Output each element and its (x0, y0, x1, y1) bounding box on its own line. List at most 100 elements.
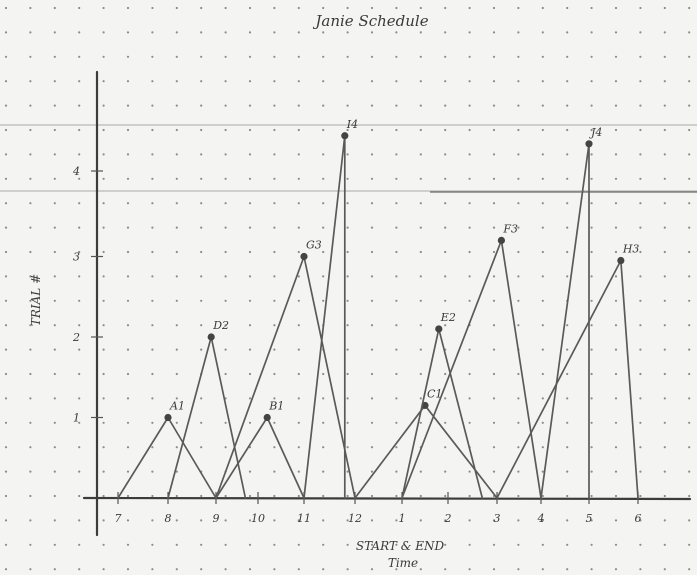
grid-dot (126, 543, 130, 546)
grid-dot (126, 128, 130, 132)
grid-dot (126, 104, 130, 107)
grid-dot (614, 80, 618, 83)
grid-dot (78, 80, 81, 83)
data-label-j4: J4 (589, 126, 602, 139)
grid-dot (248, 519, 252, 522)
grid-dot (126, 470, 130, 473)
grid-dot (78, 202, 81, 205)
grid-dot (248, 202, 252, 205)
grid-dot (29, 250, 32, 254)
grid-dot (273, 543, 276, 546)
grid-dot (297, 299, 300, 302)
grid-dot (4, 128, 8, 132)
grid-dot (370, 543, 374, 546)
grid-dot (273, 128, 276, 132)
grid-dot (566, 446, 569, 449)
series-f3: F3 (401, 222, 542, 499)
grid-dot (200, 55, 203, 58)
grid-dot (53, 397, 56, 400)
grid-dot (566, 6, 569, 10)
grid-dot (517, 372, 520, 376)
grid-dot (663, 397, 666, 400)
grid-dot (273, 519, 276, 522)
grid-dot (200, 153, 203, 156)
grid-dot (53, 519, 56, 522)
grid-dot (541, 177, 544, 180)
grid-dot (346, 519, 349, 522)
grid-dot (175, 568, 178, 571)
grid-dot (541, 202, 544, 205)
grid-dot (444, 543, 447, 546)
grid-dot (468, 421, 471, 424)
grid-dot (4, 299, 8, 302)
grid-dot (102, 202, 105, 205)
grid-dot (248, 6, 252, 10)
grid-dot (492, 543, 496, 546)
grid-dot (200, 299, 203, 302)
grid-dot (590, 421, 593, 424)
grid-dot (297, 128, 300, 132)
grid-dot (126, 31, 130, 34)
grid-dot (78, 348, 81, 351)
grid-dot (248, 250, 252, 254)
grid-dot (297, 104, 300, 107)
grid-dot (688, 153, 691, 156)
grid-dot (370, 446, 374, 449)
grid-dot (273, 275, 276, 278)
grid-dot (468, 31, 471, 34)
grid-dot (370, 55, 374, 58)
grid-dot (248, 372, 252, 376)
grid-dot (248, 31, 252, 34)
grid-dot (444, 6, 447, 10)
grid-dot (78, 324, 81, 327)
grid-dot (444, 519, 447, 522)
grid-dot (322, 543, 325, 546)
grid-dot (78, 6, 81, 10)
grid-dot (200, 568, 203, 571)
grid-dot (29, 226, 32, 229)
grid-dot (200, 446, 203, 449)
grid-dot (639, 568, 642, 571)
grid-dot (151, 31, 154, 34)
grid-dot (419, 250, 422, 254)
grid-dot (541, 275, 544, 278)
grid-dot (126, 202, 130, 205)
grid-dot (639, 275, 642, 278)
grid-dot (395, 153, 398, 156)
grid-dot (346, 202, 349, 205)
grid-dot (273, 397, 276, 400)
grid-dot (151, 80, 154, 83)
grid-dot (517, 153, 520, 156)
grid-dot (517, 128, 520, 132)
grid-dot (175, 494, 178, 498)
grid-dot (346, 568, 349, 571)
grid-dot (468, 55, 471, 58)
data-label-f3: F3 (502, 222, 518, 235)
grid-dot (492, 202, 496, 205)
grid-dot (248, 494, 252, 498)
grid-dot (273, 55, 276, 58)
grid-dot (444, 324, 447, 327)
grid-dot (492, 250, 496, 254)
data-point-h3 (617, 256, 625, 265)
data-point-i4 (341, 132, 349, 140)
grid-dot (102, 421, 105, 424)
grid-dot (614, 421, 618, 424)
grid-dot (102, 153, 105, 156)
grid-dot (566, 31, 569, 34)
grid-dot (688, 324, 691, 327)
grid-dot (175, 177, 178, 180)
grid-dot (444, 421, 447, 424)
grid-dot (370, 299, 374, 302)
grid-dot (175, 104, 178, 107)
grid-dot (175, 543, 178, 546)
grid-dot (346, 470, 349, 473)
grid-dot (590, 446, 593, 449)
data-label-i4: I4 (346, 118, 358, 131)
grid-dot (444, 397, 447, 400)
grid-dot (444, 250, 447, 254)
grid-dot (541, 568, 544, 571)
grid-dot (395, 275, 398, 278)
grid-dot (151, 128, 154, 132)
grid-dot (566, 348, 569, 351)
